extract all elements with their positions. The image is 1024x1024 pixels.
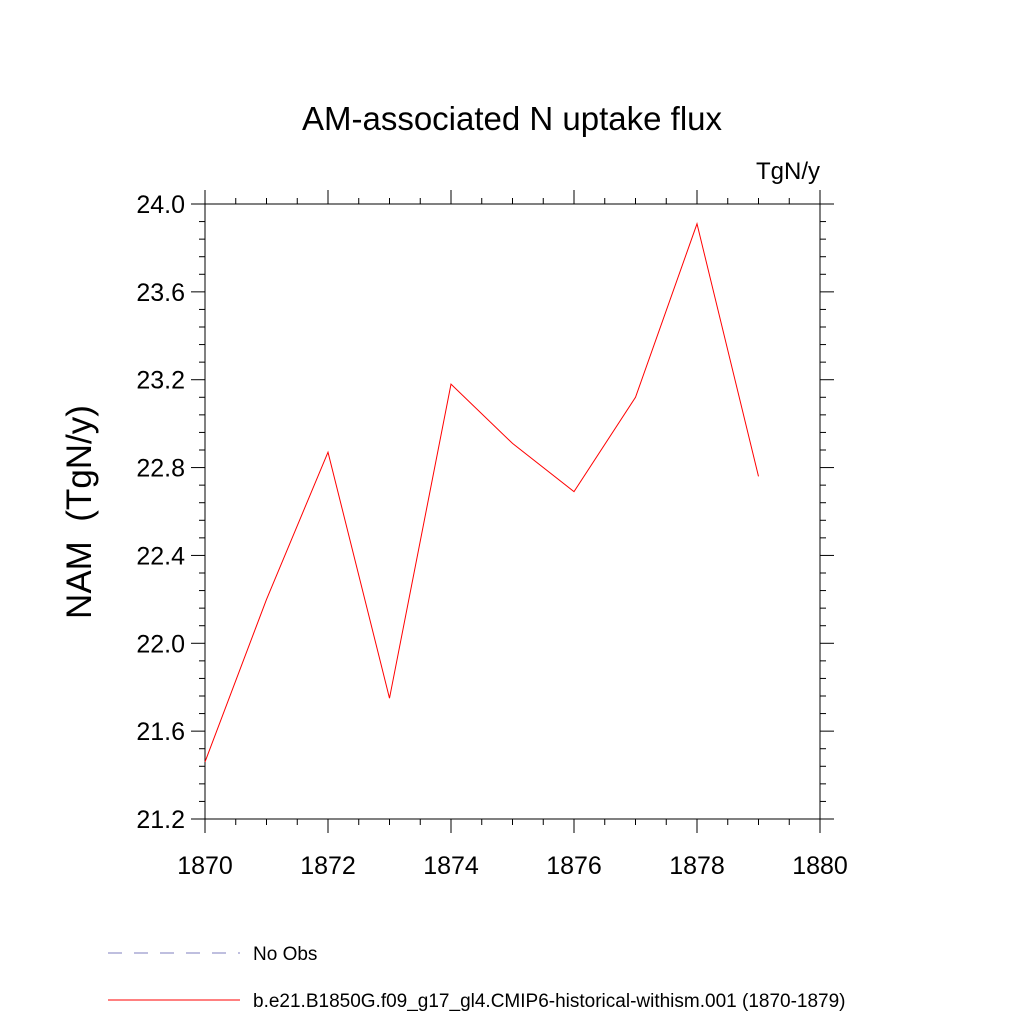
x-tick-label: 1878 xyxy=(669,852,725,880)
plot-frame xyxy=(204,203,821,820)
x-tick-label: 1880 xyxy=(792,852,848,880)
y-tick-label: 23.2 xyxy=(136,367,185,395)
x-tick-label: 1874 xyxy=(423,852,479,880)
legend-label: No Obs xyxy=(253,944,317,965)
x-tick-label: 1870 xyxy=(177,852,233,880)
legend-label: b.e21.B1850G.f09_g17_gl4.CMIP6-historica… xyxy=(253,991,846,1012)
y-tick-label: 24.0 xyxy=(136,191,185,219)
y-tick-label: 21.2 xyxy=(136,806,185,834)
y-tick-label: 22.8 xyxy=(136,455,185,483)
y-tick-label: 22.4 xyxy=(136,542,185,570)
x-tick-label: 1872 xyxy=(300,852,356,880)
y-tick-label: 23.6 xyxy=(136,279,185,307)
y-tick-label: 21.6 xyxy=(136,718,185,746)
y-tick-label: 22.0 xyxy=(136,630,185,658)
chart-title: AM-associated N uptake flux xyxy=(301,100,723,137)
x-tick-label: 1876 xyxy=(546,852,602,880)
unit-label: TgN/y xyxy=(755,158,820,185)
series-line xyxy=(204,222,759,763)
